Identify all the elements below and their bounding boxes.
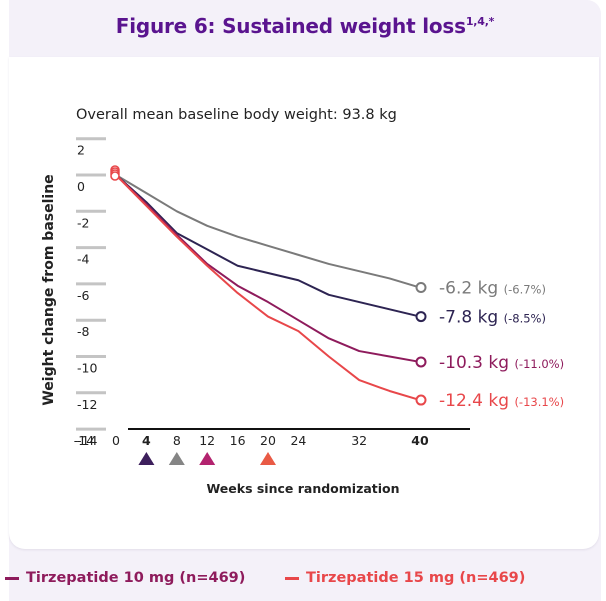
end-percent: (-11.0%): [514, 357, 564, 371]
series-line: [115, 174, 421, 289]
legend-item-10mg: Tirzepatide 10 mg (n=469): [5, 570, 245, 586]
chart-card: Overall mean baseline body weight: 93.8 …: [9, 57, 599, 549]
x-tick-label: 16: [230, 433, 246, 448]
series-end-label: -12.4 kg (-13.1%): [439, 391, 564, 411]
y-tick-label: 0: [77, 179, 85, 194]
legend-label-15mg: Tirzepatide 15 mg (n=469): [306, 570, 526, 586]
y-tick-label: -12: [77, 397, 97, 412]
y-tick-label: -4: [77, 252, 90, 267]
x-tick-label: 0: [112, 433, 120, 448]
series-end-marker: [415, 394, 427, 406]
x-tick-label: 12: [199, 433, 215, 448]
x-tick-label: -14: [74, 433, 94, 448]
x-tick-label: 40: [411, 433, 429, 448]
series-end-marker: [415, 282, 427, 294]
dose-escalation-triangle: [138, 452, 155, 465]
series-line: [115, 174, 421, 402]
end-value: -6.2 kg: [439, 279, 504, 299]
x-tick-label: 4: [142, 433, 151, 448]
figure-panel: Figure 6: Sustained weight loss1,4,* Ove…: [5, 0, 601, 601]
legend-label-10mg: Tirzepatide 10 mg (n=469): [26, 570, 246, 586]
x-tick-label: 32: [351, 433, 367, 448]
series-start-marker: [110, 171, 120, 181]
y-axis-label: Weight change from baseline: [41, 174, 57, 405]
end-value: -7.8 kg: [439, 308, 504, 328]
legend-swatch-10mg: [5, 576, 19, 580]
series-end-marker: [415, 311, 427, 323]
series-line: [115, 174, 421, 363]
chart-subtitle: Overall mean baseline body weight: 93.8 …: [76, 107, 397, 123]
series-end-marker: [415, 356, 427, 368]
figure-title-superscript: 1,4,*: [465, 15, 495, 28]
end-value: -10.3 kg: [439, 353, 514, 373]
y-tick-label: -14: [77, 433, 97, 448]
x-axis-label: Weeks since randomization: [206, 481, 399, 496]
end-value: -12.4 kg: [439, 391, 514, 411]
y-tick-label: -2: [77, 215, 89, 230]
dose-escalation-triangle: [199, 452, 216, 465]
end-percent: (-6.7%): [504, 283, 546, 297]
figure-title: Figure 6: Sustained weight loss1,4,*: [9, 14, 601, 38]
dose-escalation-triangle: [260, 452, 276, 465]
figure-title-text: Figure 6: Sustained weight loss: [115, 14, 466, 38]
x-tick-label: 20: [260, 433, 276, 448]
legend-swatch-15mg: [285, 576, 299, 580]
y-tick-label: -10: [77, 361, 97, 376]
x-tick-label: 24: [290, 433, 306, 448]
series-end-label: -6.2 kg (-6.7%): [439, 279, 546, 299]
series-end-label: -10.3 kg (-11.0%): [439, 353, 564, 373]
end-percent: (-8.5%): [504, 312, 546, 326]
series-line: [115, 174, 421, 318]
end-percent: (-13.1%): [514, 395, 564, 409]
y-tick-label: -8: [77, 324, 90, 339]
dose-escalation-triangle: [168, 452, 185, 465]
legend-item-15mg: Tirzepatide 15 mg (n=469): [285, 570, 525, 586]
y-tick-label: 2: [77, 143, 85, 158]
series-end-label: -7.8 kg (-8.5%): [439, 308, 546, 328]
x-tick-label: 8: [173, 433, 181, 448]
y-tick-label: -6: [77, 288, 90, 303]
